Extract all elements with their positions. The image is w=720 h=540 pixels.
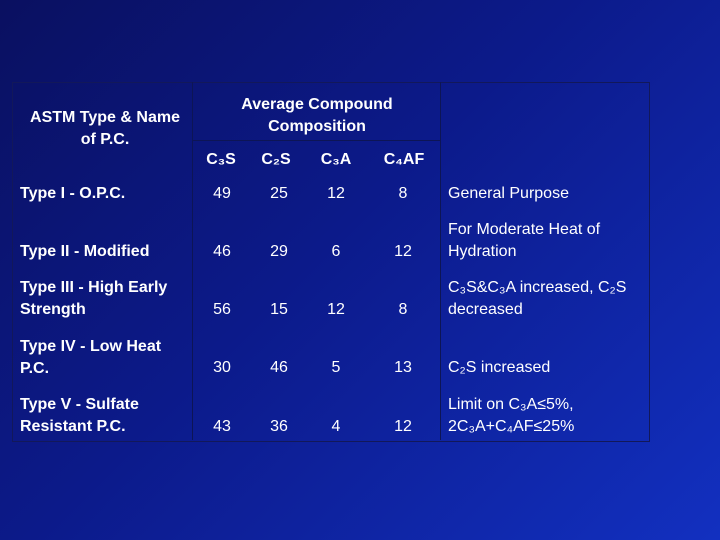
table-frame bbox=[12, 82, 650, 442]
grid-line bbox=[192, 82, 193, 440]
row-use: Limit on C₃A≤5%, 2C₃A+C₄AF≤25% bbox=[448, 396, 575, 435]
row-c3a: 12 bbox=[327, 301, 345, 318]
row-c3s: 46 bbox=[213, 243, 231, 260]
row-c3a: 6 bbox=[331, 243, 341, 260]
row-c3s: 30 bbox=[213, 359, 231, 376]
row-type: Type I - O.P.C. bbox=[20, 185, 126, 202]
row-type: Type III - High Early Strength bbox=[20, 279, 168, 318]
row-c3s: 49 bbox=[213, 185, 231, 202]
header-composition: Average Compound Composition bbox=[241, 96, 393, 135]
header-c3s: C₃S bbox=[195, 149, 247, 171]
header-type-name: ASTM Type & Name of P.C. bbox=[30, 109, 180, 148]
row-c4af: 12 bbox=[394, 418, 412, 435]
row-c4af: 8 bbox=[398, 301, 408, 318]
row-c4af: 13 bbox=[394, 359, 412, 376]
grid-line bbox=[440, 82, 441, 440]
row-c3s: 43 bbox=[213, 418, 231, 435]
header-c2s-label: C₂S bbox=[261, 151, 291, 168]
row-c3a: 4 bbox=[331, 418, 341, 435]
row-use: C₂S increased bbox=[448, 359, 551, 376]
grid-line bbox=[192, 140, 440, 141]
header-c3s-label: C₃S bbox=[206, 151, 236, 168]
row-c2s: 15 bbox=[270, 301, 288, 318]
row-type: Type IV - Low Heat P.C. bbox=[20, 338, 162, 377]
header-c3a-label: C₃A bbox=[320, 151, 352, 168]
row-type: Type II - Modified bbox=[20, 243, 150, 260]
row-use: C₃S&C₃A increased, C₂S decreased bbox=[448, 279, 627, 318]
row-c4af: 8 bbox=[398, 185, 408, 202]
row-c2s: 46 bbox=[270, 359, 288, 376]
row-c2s: 36 bbox=[270, 418, 288, 435]
header-c2s: C₂S bbox=[250, 149, 302, 171]
row-use: General Purpose bbox=[448, 185, 569, 202]
header-c4af-label: C₄AF bbox=[383, 151, 425, 168]
header-c3a: C₃A bbox=[310, 149, 362, 171]
row-c4af: 12 bbox=[394, 243, 412, 260]
row-c3a: 12 bbox=[327, 185, 345, 202]
row-use: For Moderate Heat of Hydration bbox=[448, 221, 601, 260]
row-c2s: 25 bbox=[270, 185, 288, 202]
row-c2s: 29 bbox=[270, 243, 288, 260]
header-c4af: C₄AF bbox=[374, 149, 434, 171]
row-type: Type V - Sulfate Resistant P.C. bbox=[20, 396, 139, 435]
row-c3a: 5 bbox=[331, 359, 341, 376]
row-c3s: 56 bbox=[213, 301, 231, 318]
